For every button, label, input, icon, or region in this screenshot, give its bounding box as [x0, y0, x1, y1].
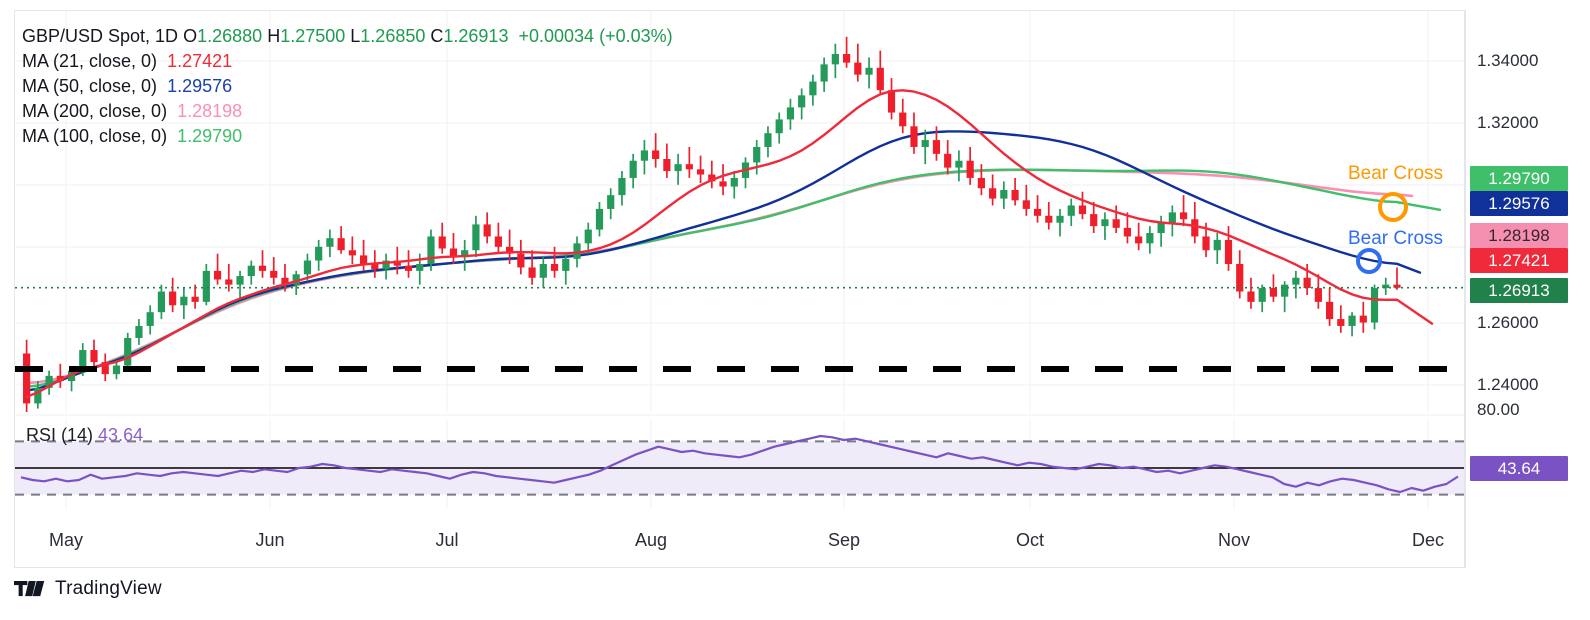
ma21-label: MA (21, close, 0): [22, 51, 158, 71]
time-tick-dec: Dec: [1411, 530, 1445, 550]
ohlc-high: 1.27500: [280, 26, 346, 46]
ma21-value: 1.27421: [167, 51, 233, 71]
legend-ma21-row[interactable]: MA (21, close, 0) 1.27421: [22, 49, 673, 74]
tradingview-footer[interactable]: TradingView: [14, 578, 162, 600]
price-badge-1[interactable]: 1.29576: [1470, 191, 1568, 216]
ohlc-o-prefix: O: [183, 26, 198, 46]
ohlc-l-prefix: L: [350, 26, 361, 46]
tradingview-logo-icon: [14, 581, 45, 597]
rsi-value: 43.64: [98, 425, 144, 445]
ohlc-h-prefix: H: [267, 26, 281, 46]
price-tick-1: 1.32000: [1477, 113, 1539, 132]
price-tick-2: 1.26000: [1477, 313, 1539, 332]
ma100-label: MA (100, close, 0): [22, 126, 168, 146]
legend-ma50-row[interactable]: MA (50, close, 0) 1.29576: [22, 74, 673, 99]
chart-legend: GBP/USD Spot, 1D O1.26880 H1.27500 L1.26…: [22, 24, 673, 149]
time-tick-may: May: [48, 530, 84, 550]
time-tick-oct: Oct: [1015, 530, 1045, 550]
rsi-label: RSI (14): [26, 425, 94, 445]
tradingview-brand-label: TradingView: [55, 578, 162, 599]
price-badge-5[interactable]: 43.64: [1470, 456, 1568, 481]
price-tick-3: 1.24000: [1477, 375, 1539, 394]
time-tick-sep: Sep: [827, 530, 861, 550]
bear-cross-annotation-ma21-ma200: Bear Cross: [1348, 228, 1444, 249]
legend-ma200-row[interactable]: MA (200, close, 0) 1.28198: [22, 99, 673, 124]
ma50-label: MA (50, close, 0): [22, 76, 158, 96]
price-badge-2[interactable]: 1.28198: [1470, 223, 1568, 248]
price-tick-0: 1.34000: [1477, 51, 1539, 70]
ma200-label: MA (200, close, 0): [22, 101, 168, 121]
price-change: +0.00034 (+0.03%): [518, 26, 673, 46]
price-badge-4[interactable]: 1.26913: [1470, 278, 1568, 303]
symbol-label: GBP/USD Spot, 1D: [22, 26, 179, 46]
legend-symbol-row[interactable]: GBP/USD Spot, 1D O1.26880 H1.27500 L1.26…: [22, 24, 673, 49]
ohlc-c-prefix: C: [430, 26, 444, 46]
time-tick-jun: Jun: [255, 530, 285, 550]
legend-ma100-row[interactable]: MA (100, close, 0) 1.29790: [22, 124, 673, 149]
time-tick-aug: Aug: [634, 530, 668, 550]
price-axis-separator: [1465, 10, 1466, 568]
bear-cross-annotation-ma50-ma100: Bear Cross: [1348, 163, 1444, 184]
ohlc-low: 1.26850: [360, 26, 426, 46]
price-badge-0[interactable]: 1.29790: [1470, 166, 1568, 191]
price-tick-4: 80.00: [1477, 400, 1520, 419]
rsi-legend[interactable]: RSI (14) 43.64: [26, 425, 143, 446]
time-tick-jul: Jul: [435, 530, 459, 550]
ohlc-open: 1.26880: [197, 26, 263, 46]
ma100-value: 1.29790: [177, 126, 243, 146]
ma50-value: 1.29576: [167, 76, 233, 96]
price-badge-3[interactable]: 1.27421: [1470, 248, 1568, 273]
time-tick-nov: Nov: [1217, 530, 1251, 550]
ma200-value: 1.28198: [177, 101, 243, 121]
ohlc-close: 1.26913: [443, 26, 509, 46]
